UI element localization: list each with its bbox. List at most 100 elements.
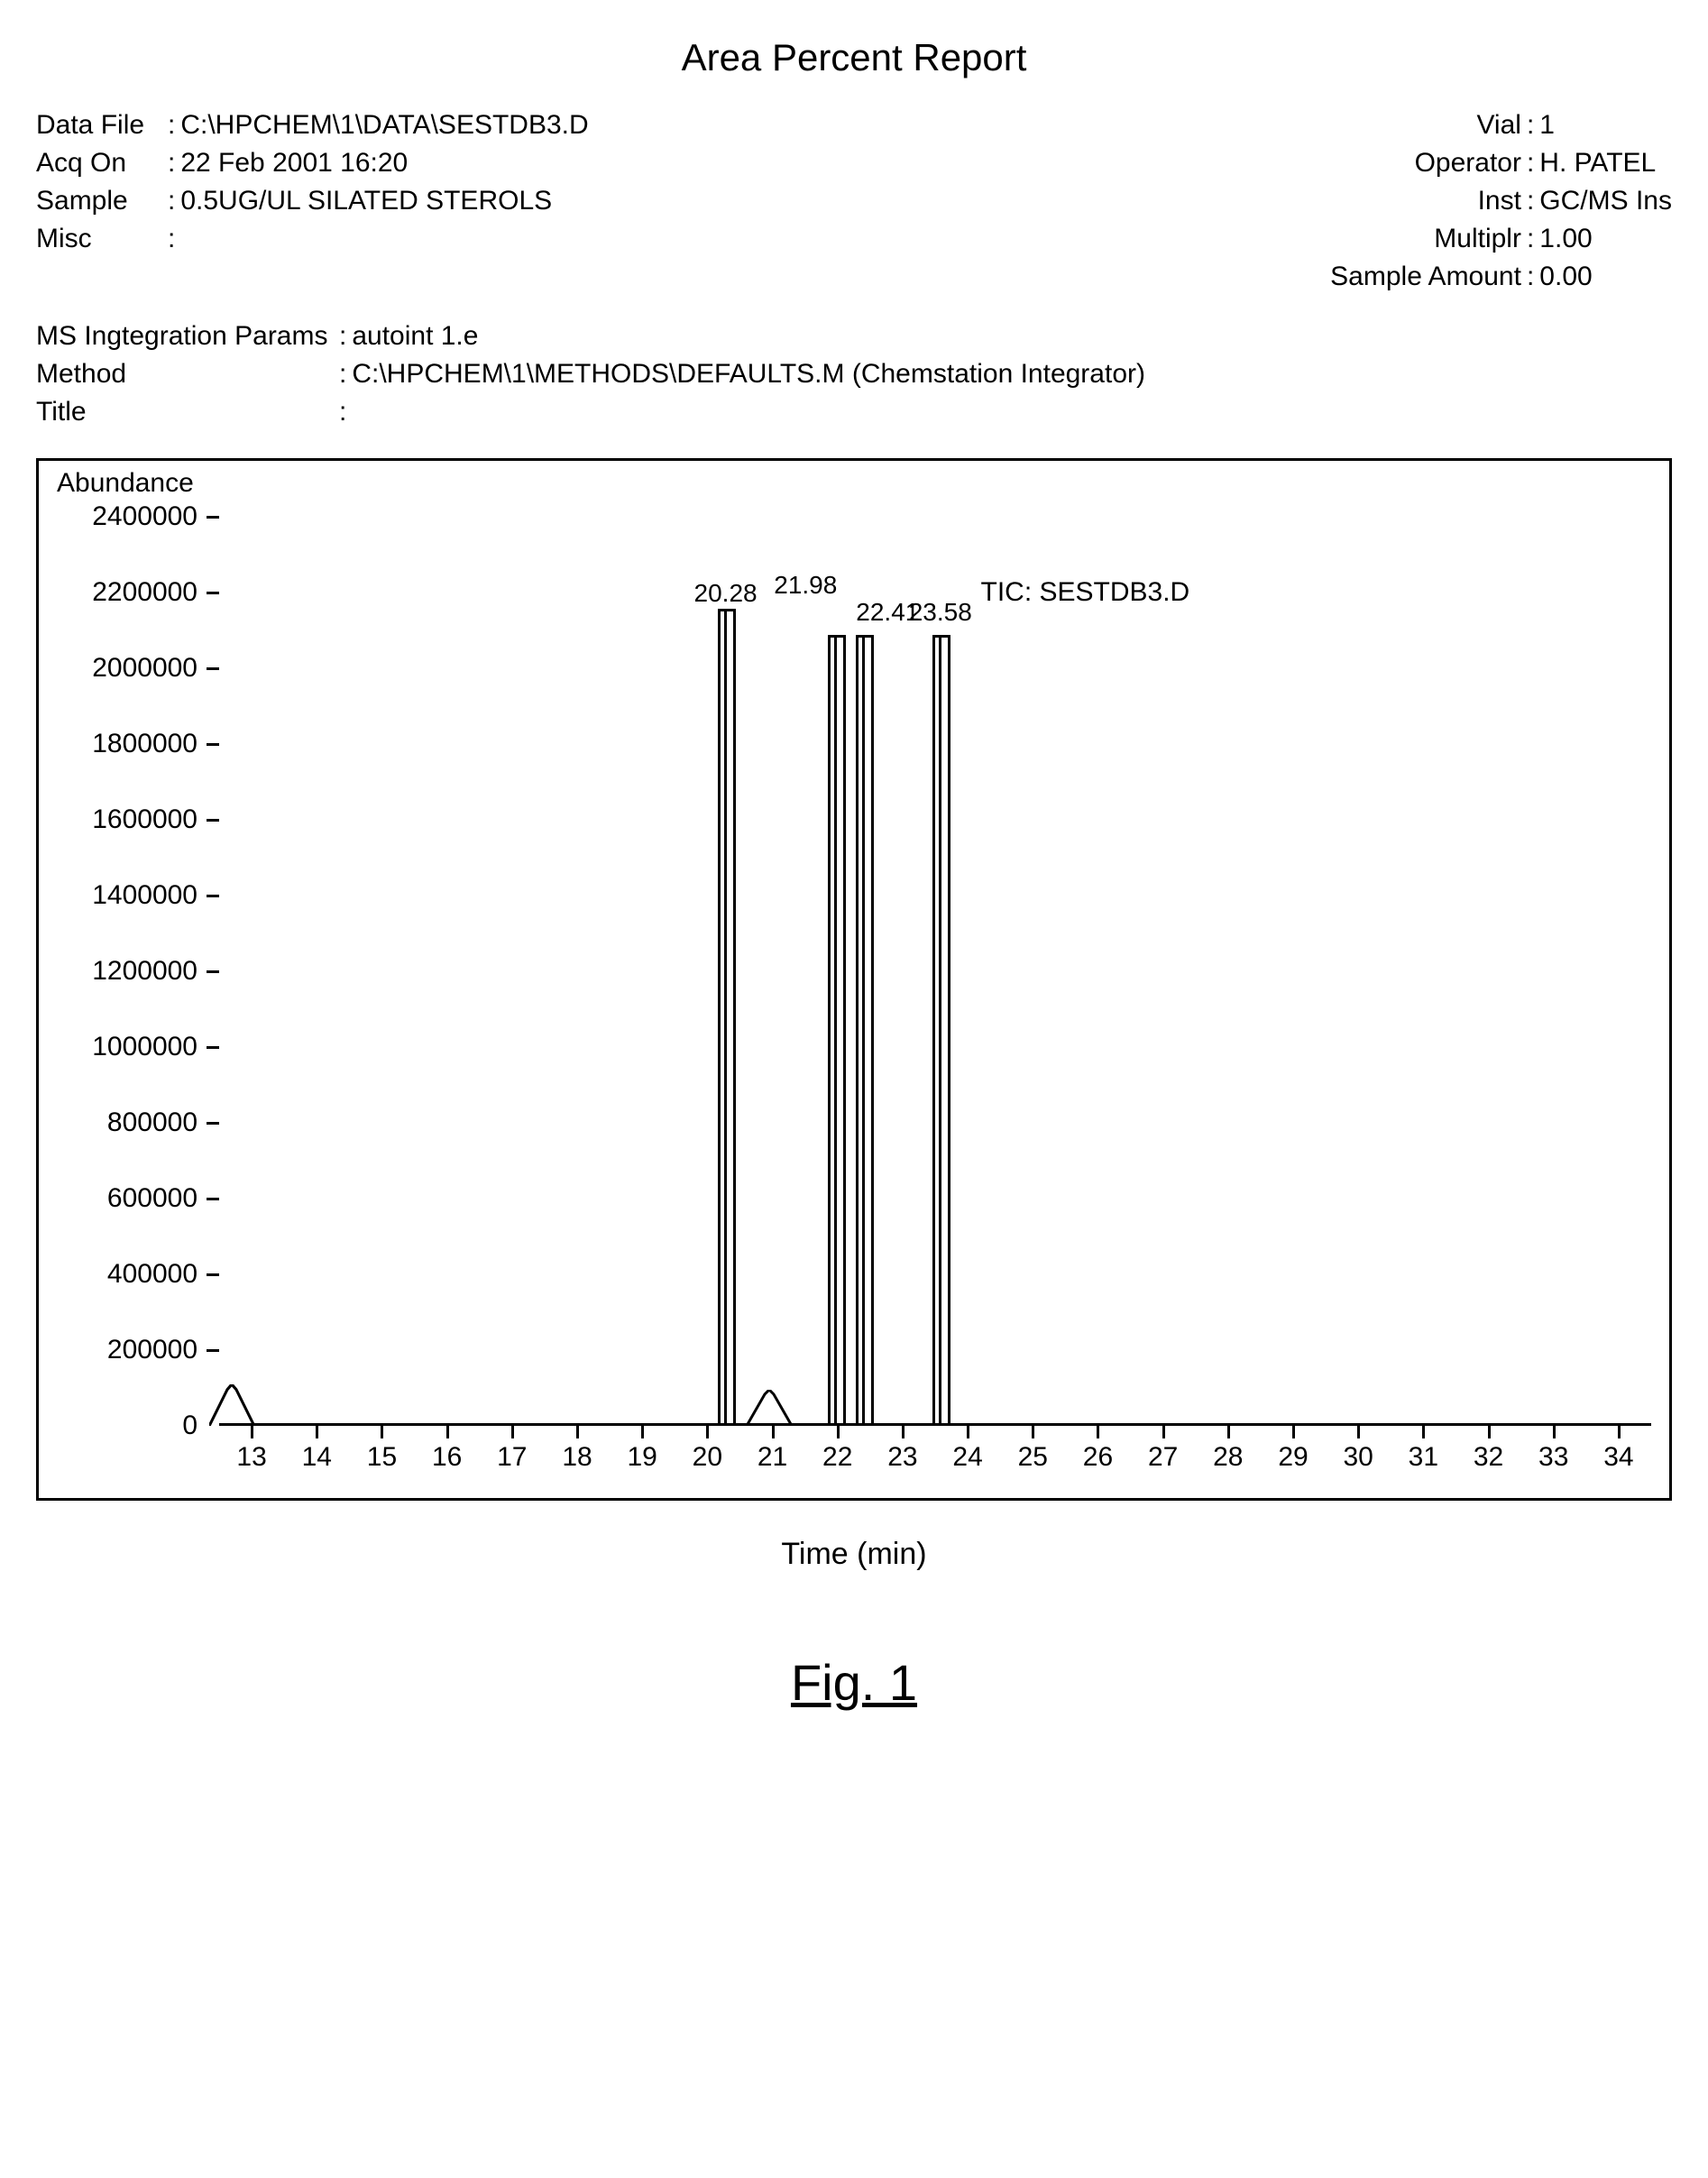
y-tick-label: 2400000: [39, 501, 197, 532]
report-title: Area Percent Report: [36, 36, 1672, 79]
x-tick-label: 14: [302, 1442, 332, 1473]
x-tick-label: 25: [1018, 1442, 1048, 1473]
x-tick-label: 32: [1474, 1442, 1503, 1473]
x-tick-mark: [902, 1426, 905, 1438]
x-tick-mark: [446, 1426, 449, 1438]
kv-sep: :: [168, 144, 175, 182]
x-tick-label: 15: [367, 1442, 397, 1473]
sample-value: 0.5UG/UL SILATED STEROLS: [180, 182, 552, 220]
operator-value: H. PATEL: [1539, 144, 1656, 182]
x-tick-mark: [1032, 1426, 1034, 1438]
chromatogram-peak-fill: [724, 611, 727, 1426]
misc-row: Misc :: [36, 220, 589, 258]
x-tick-label: 19: [627, 1442, 657, 1473]
x-tick-mark: [1162, 1426, 1165, 1438]
peak-label: 23.58: [909, 598, 972, 627]
method-label: Method: [36, 355, 334, 393]
data-file-value: C:\HPCHEM\1\DATA\SESTDB3.D: [180, 106, 588, 144]
chromatogram-chart: 20.2821.9822.4123.58 Abundance TIC: SESTD…: [36, 458, 1672, 1501]
header-right: Vial : 1 Operator : H. PATEL Inst : GC/M…: [1296, 106, 1672, 296]
x-tick-mark: [381, 1426, 383, 1438]
title-param-label: Title: [36, 393, 334, 431]
sample-row: Sample : 0.5UG/UL SILATED STEROLS: [36, 182, 589, 220]
x-tick-mark: [251, 1426, 253, 1438]
x-tick-label: 27: [1148, 1442, 1178, 1473]
x-tick-label: 24: [952, 1442, 982, 1473]
x-tick-mark: [967, 1426, 969, 1438]
sample-amount-row: Sample Amount : 0.00: [1296, 258, 1672, 296]
x-tick-mark: [1292, 1426, 1295, 1438]
y-tick-label: 1000000: [39, 1032, 197, 1062]
y-tick-label: 1800000: [39, 729, 197, 759]
x-tick-label: 17: [497, 1442, 527, 1473]
x-tick-mark: [1488, 1426, 1491, 1438]
operator-row: Operator : H. PATEL: [1296, 144, 1672, 182]
chart-inner-title: TIC: SESTDB3.D: [981, 577, 1190, 608]
sample-amount-label: Sample Amount: [1296, 258, 1521, 296]
sample-label: Sample: [36, 182, 162, 220]
chromatogram-peak: [718, 609, 736, 1426]
kv-sep: :: [168, 220, 175, 258]
x-tick-mark: [511, 1426, 514, 1438]
ms-int-row: MS Ingtegration Params : autoint 1.e: [36, 317, 1672, 355]
x-tick-mark: [1097, 1426, 1099, 1438]
chromatogram-peak-fill: [862, 638, 865, 1426]
method-row: Method : C:\HPCHEM\1\METHODS\DEFAULTS.M …: [36, 355, 1672, 393]
params-block: MS Ingtegration Params : autoint 1.e Met…: [36, 317, 1672, 431]
baseline-bump: [747, 1390, 792, 1426]
baseline-bump: [209, 1384, 254, 1426]
vial-row: Vial : 1: [1296, 106, 1672, 144]
peak-label: 20.28: [694, 579, 758, 608]
inst-value: GC/MS Ins: [1539, 182, 1672, 220]
ms-int-value: autoint 1.e: [352, 317, 478, 355]
y-tick-mark: [207, 970, 219, 973]
y-tick-label: 2000000: [39, 653, 197, 684]
kv-sep: :: [1527, 106, 1534, 144]
data-file-row: Data File : C:\HPCHEM\1\DATA\SESTDB3.D: [36, 106, 589, 144]
y-tick-label: 1200000: [39, 956, 197, 987]
report-page: Area Percent Report Data File : C:\HPCHE…: [36, 36, 1672, 1712]
x-tick-label: 22: [822, 1442, 852, 1473]
x-tick-label: 13: [236, 1442, 266, 1473]
y-tick-label: 400000: [39, 1259, 197, 1290]
misc-label: Misc: [36, 220, 162, 258]
kv-sep: :: [1527, 220, 1534, 258]
x-tick-label: 23: [887, 1442, 917, 1473]
kv-sep: :: [339, 317, 346, 355]
x-tick-mark: [772, 1426, 775, 1438]
plot-area: 20.2821.9822.4123.58: [219, 479, 1651, 1426]
x-tick-mark: [837, 1426, 840, 1438]
y-tick-mark: [207, 516, 219, 519]
vial-value: 1: [1539, 106, 1555, 144]
x-tick-label: 21: [758, 1442, 787, 1473]
x-tick-label: 28: [1213, 1442, 1243, 1473]
multiplr-value: 1.00: [1539, 220, 1592, 258]
y-tick-mark: [207, 895, 219, 897]
y-axis-title: Abundance: [57, 468, 194, 499]
kv-sep: :: [168, 106, 175, 144]
kv-sep: :: [1527, 182, 1534, 220]
y-tick-mark: [207, 1349, 219, 1352]
title-row: Title :: [36, 393, 1672, 431]
y-tick-mark: [207, 743, 219, 746]
x-tick-mark: [1357, 1426, 1360, 1438]
chromatogram-peak: [932, 635, 950, 1426]
acq-on-label: Acq On: [36, 144, 162, 182]
x-tick-mark: [641, 1426, 644, 1438]
y-tick-mark: [207, 1046, 219, 1049]
x-tick-label: 26: [1083, 1442, 1113, 1473]
x-tick-mark: [1422, 1426, 1425, 1438]
figure-label: Fig. 1: [36, 1653, 1672, 1712]
y-tick-label: 2200000: [39, 577, 197, 608]
acq-on-value: 22 Feb 2001 16:20: [180, 144, 408, 182]
y-tick-label: 200000: [39, 1335, 197, 1365]
multiplr-row: Multiplr : 1.00: [1296, 220, 1672, 258]
inst-row: Inst : GC/MS Ins: [1296, 182, 1672, 220]
kv-sep: :: [339, 355, 346, 393]
y-tick-mark: [207, 819, 219, 822]
header-left: Data File : C:\HPCHEM\1\DATA\SESTDB3.D A…: [36, 106, 589, 296]
x-tick-label: 29: [1278, 1442, 1308, 1473]
vial-label: Vial: [1296, 106, 1521, 144]
x-tick-label: 20: [693, 1442, 722, 1473]
x-tick-mark: [1618, 1426, 1621, 1438]
